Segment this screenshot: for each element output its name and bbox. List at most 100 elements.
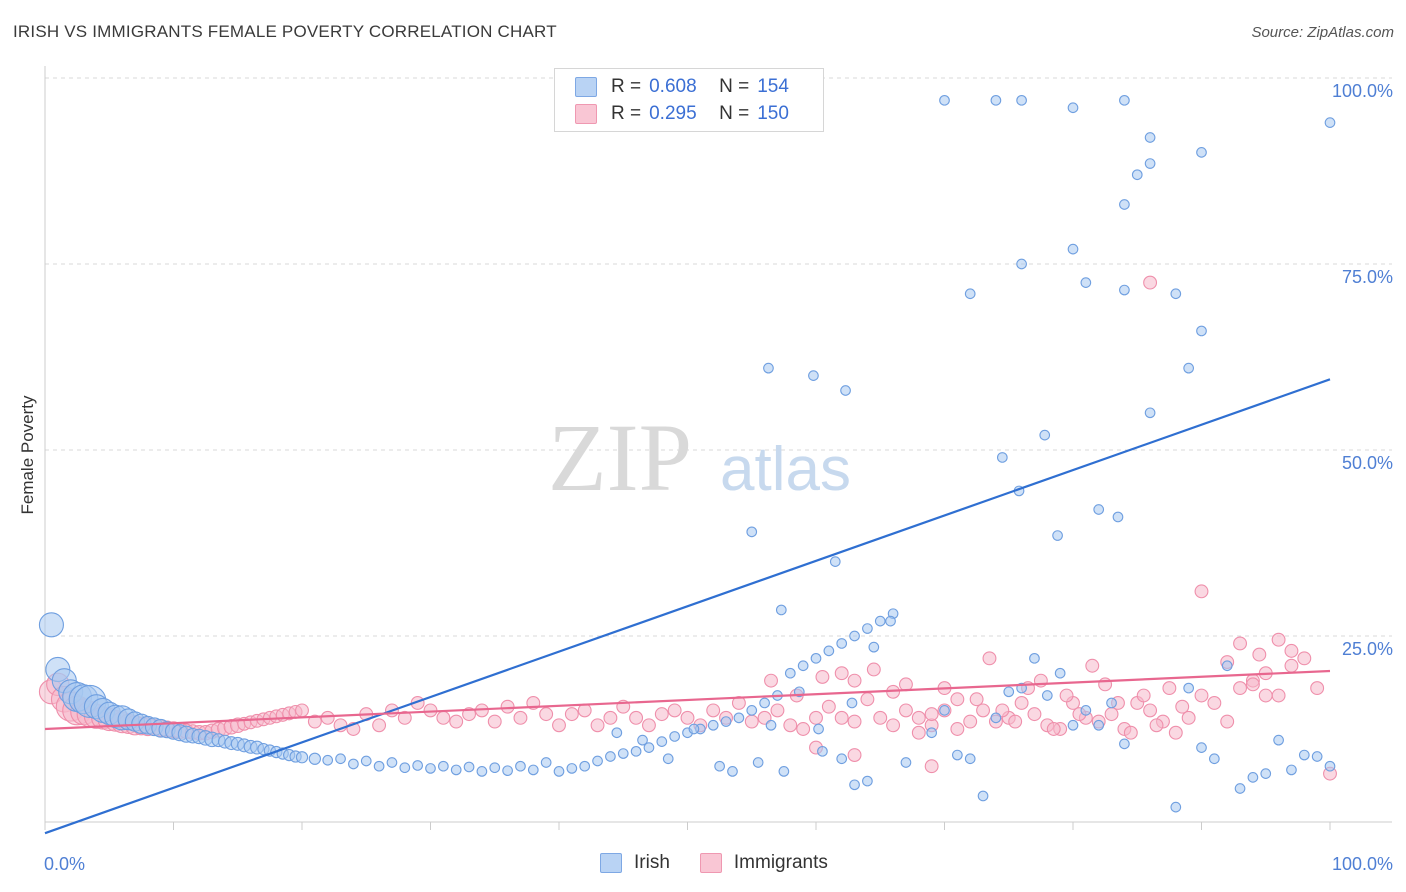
irish-point: [1196, 147, 1207, 158]
immigrants-point: [982, 651, 997, 666]
immigrants-point: [1104, 707, 1119, 722]
immigrants-point: [866, 662, 881, 677]
immigrants-point: [539, 707, 554, 722]
watermark-atlas: atlas: [720, 435, 851, 504]
immigrants-point: [963, 714, 978, 729]
irish-point: [1067, 719, 1079, 731]
r-value: 0.608: [649, 76, 697, 97]
irish-point: [775, 604, 787, 616]
irish-point: [425, 763, 436, 774]
irish-point: [862, 623, 873, 634]
irish-point: [1183, 682, 1194, 694]
immigrants-point: [1310, 681, 1325, 696]
r-label: R =: [611, 76, 642, 97]
irish-point: [1196, 742, 1207, 753]
irish-point: [874, 615, 886, 627]
irish-point: [463, 761, 475, 773]
y-tick-labels: 25.0% 50.0% 75.0% 100.0%: [1332, 81, 1393, 659]
irish-point: [784, 667, 796, 679]
correlation-legend: R = 0.608 N = 154 R = 0.295 N = 150: [554, 68, 824, 132]
irish-point: [765, 719, 777, 731]
irish-point: [643, 742, 655, 753]
y-tick-label: 100.0%: [1332, 81, 1393, 101]
irish-point: [386, 757, 398, 768]
immigrants-point: [1149, 718, 1164, 733]
irish-point: [688, 723, 700, 735]
irish-point: [617, 748, 629, 759]
immigrants-point: [706, 703, 721, 718]
irish-point: [566, 763, 578, 774]
legend-item-immigrants[interactable]: Immigrants: [699, 852, 828, 874]
irish-point: [515, 760, 526, 772]
irish-point: [1144, 407, 1156, 419]
immigrants-point: [924, 707, 939, 722]
irish-points: [38, 94, 1336, 813]
immigrants-point: [950, 722, 965, 736]
immigrants-point: [1194, 584, 1209, 599]
immigrants-point: [1143, 275, 1158, 290]
irish-point: [1093, 504, 1105, 515]
immigrants-legend-swatch: [699, 853, 722, 873]
chart-title: IRISH VS IMMIGRANTS FEMALE POVERTY CORRE…: [13, 22, 557, 41]
irish-point: [939, 94, 950, 106]
irish-point: [885, 615, 896, 627]
immigrants-point: [1207, 696, 1222, 710]
immigrants-point: [815, 669, 830, 684]
irish-point: [1286, 764, 1297, 776]
immigrants-point: [590, 718, 605, 733]
immigrants-point: [564, 707, 579, 722]
irish-point: [990, 94, 1002, 106]
irish-point: [335, 753, 346, 765]
immigrants-point: [500, 699, 515, 714]
immigrants-point: [680, 710, 695, 725]
irish-point: [38, 612, 64, 638]
irish-point: [502, 765, 513, 777]
immigrants-point: [295, 703, 309, 718]
irish-point: [399, 762, 411, 774]
irish-point: [1003, 686, 1015, 698]
irish-point: [1144, 158, 1156, 169]
irish-point: [630, 745, 642, 757]
n-label: N =: [719, 103, 750, 124]
irish-point: [611, 727, 623, 739]
series-legend: Irish Immigrants: [600, 852, 858, 874]
irish-point: [990, 712, 1002, 724]
immigrants-point: [1194, 688, 1209, 703]
irish-point: [476, 766, 488, 777]
immigrants-point: [1162, 681, 1177, 696]
immigrants-point: [911, 710, 926, 725]
irish-point: [1260, 768, 1272, 779]
legend-item-irish[interactable]: Irish: [600, 852, 670, 874]
irish-point: [1196, 325, 1207, 337]
immigrants-point: [744, 714, 759, 729]
irish-point: [1119, 284, 1130, 296]
legend-row-immigrants: R = 0.295 N = 150: [575, 101, 789, 127]
immigrants-point: [783, 718, 798, 733]
irish-point: [322, 754, 334, 766]
y-tick-label: 25.0%: [1342, 639, 1393, 659]
immigrants-point: [731, 696, 746, 710]
irish-point: [727, 766, 738, 777]
n-value: 150: [757, 103, 789, 124]
irish-point: [1324, 760, 1336, 772]
immigrants-point: [1233, 636, 1248, 651]
immigrants-point: [1046, 722, 1061, 736]
irish-point: [829, 556, 841, 567]
irish-point: [951, 749, 963, 761]
immigrants-points: [38, 275, 1337, 781]
immigrants-swatch: [575, 104, 597, 124]
source-label: Source: ZipAtlas.com: [1251, 24, 1394, 41]
legend-row-irish: R = 0.608 N = 154: [575, 74, 789, 100]
irish-point: [1016, 94, 1027, 106]
irish-point: [360, 755, 372, 767]
immigrants-point: [449, 714, 464, 729]
irish-point: [1144, 132, 1156, 143]
irish-point: [1067, 243, 1079, 255]
immigrants-point: [898, 703, 913, 718]
immigrants-point: [1245, 677, 1260, 692]
irish-point: [1273, 734, 1284, 746]
immigrants-point: [641, 718, 656, 733]
y-tick-label: 75.0%: [1342, 267, 1393, 287]
immigrants-point: [847, 748, 862, 762]
immigrants-point: [1181, 710, 1196, 725]
